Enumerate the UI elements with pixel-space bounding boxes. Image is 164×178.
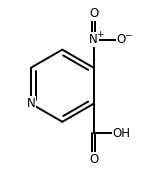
Text: O: O bbox=[89, 153, 98, 166]
Text: +: + bbox=[96, 30, 103, 39]
Text: O: O bbox=[117, 33, 126, 46]
Text: OH: OH bbox=[113, 127, 130, 140]
Text: N: N bbox=[27, 97, 35, 110]
Text: O: O bbox=[89, 7, 98, 20]
Text: −: − bbox=[124, 31, 132, 40]
Text: N: N bbox=[89, 33, 98, 46]
